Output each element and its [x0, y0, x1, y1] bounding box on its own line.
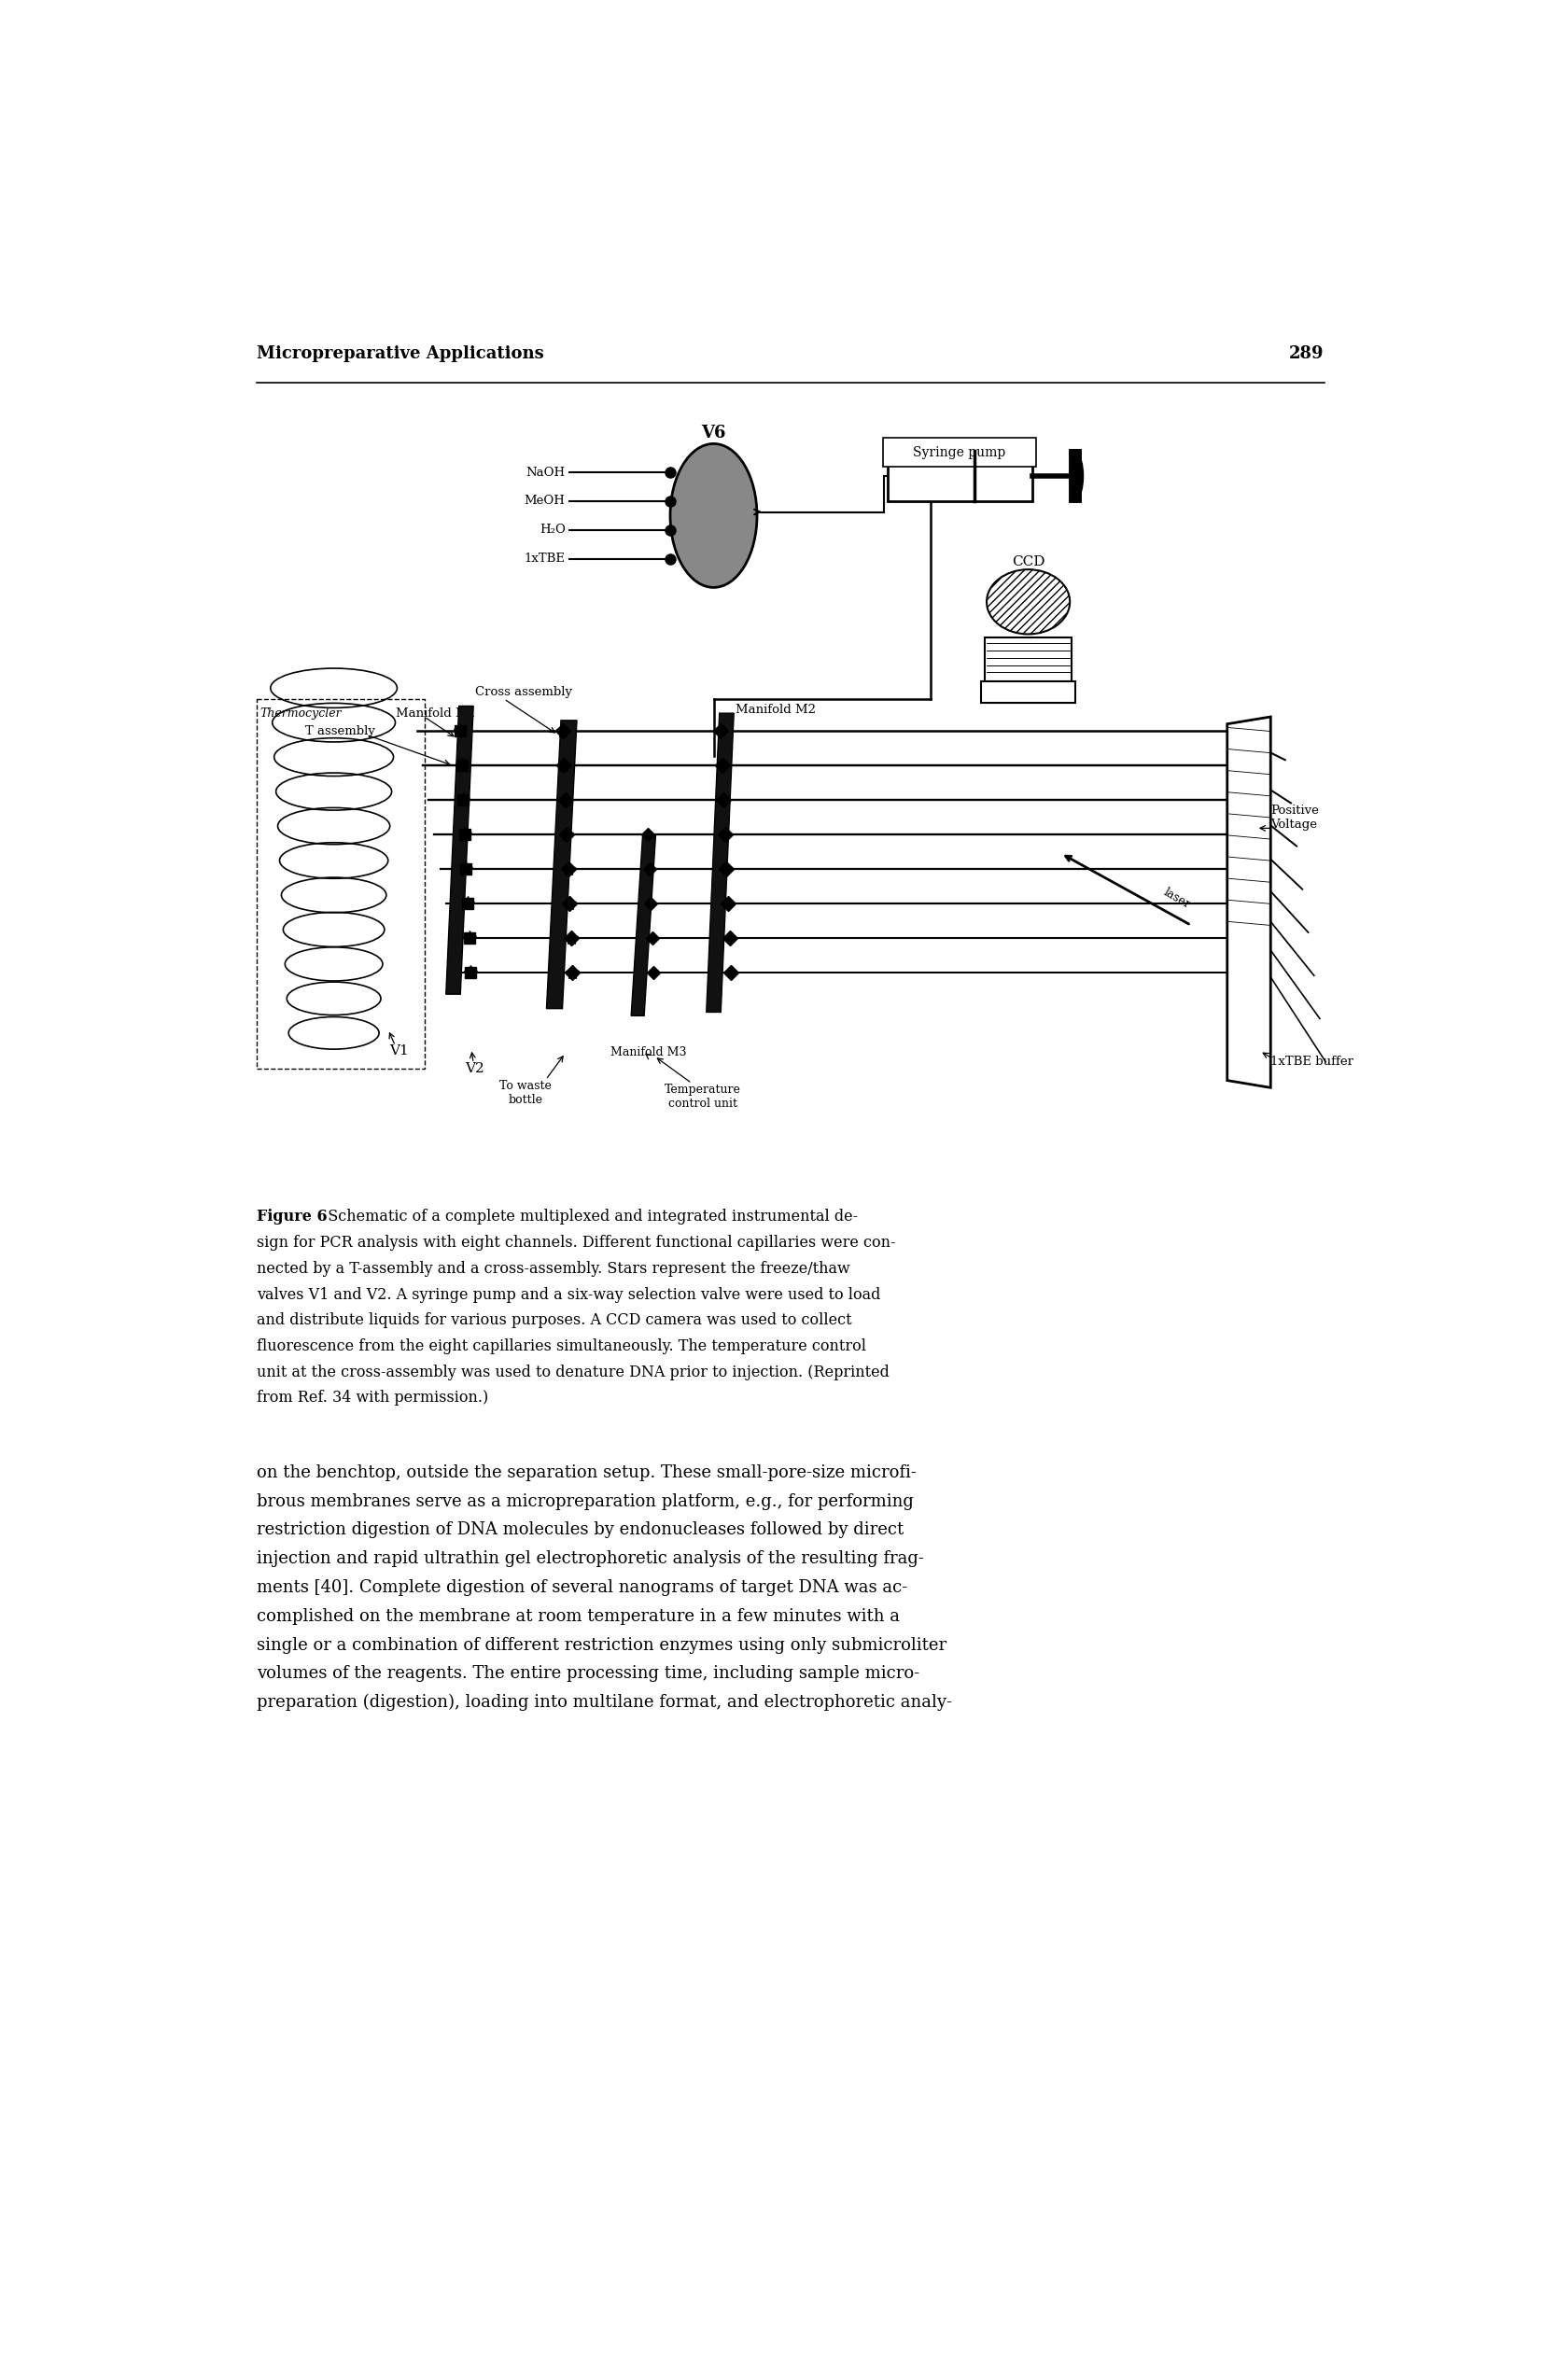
Text: complished on the membrane at room temperature in a few minutes with a: complished on the membrane at room tempe…: [256, 1609, 899, 1626]
Text: Manifold M3: Manifold M3: [611, 1047, 686, 1059]
Text: Temperature
control unit: Temperature control unit: [665, 1083, 742, 1109]
Text: To waste
bottle: To waste bottle: [500, 1081, 552, 1107]
Bar: [981, 681, 1075, 702]
Bar: [985, 638, 1072, 681]
Text: Syringe pump: Syringe pump: [913, 445, 1005, 459]
Text: unit at the cross-assembly was used to denature DNA prior to injection. (Reprint: unit at the cross-assembly was used to d…: [256, 1364, 890, 1380]
Ellipse shape: [1070, 455, 1082, 497]
Text: Figure 6: Figure 6: [256, 1209, 327, 1226]
Text: valves V1 and V2. A syringe pump and a six-way selection valve were used to load: valves V1 and V2. A syringe pump and a s…: [256, 1288, 880, 1302]
Polygon shape: [546, 721, 577, 1009]
Text: MeOH: MeOH: [524, 495, 566, 507]
Text: injection and rapid ultrathin gel electrophoretic analysis of the resulting frag: injection and rapid ultrathin gel electr…: [256, 1549, 924, 1568]
Text: on the benchtop, outside the separation setup. These small-pore-size microfi-: on the benchtop, outside the separation …: [256, 1464, 916, 1480]
Text: V6: V6: [702, 424, 726, 440]
Text: V2: V2: [466, 1061, 484, 1076]
Polygon shape: [446, 707, 473, 995]
Text: 1xTBE buffer: 1xTBE buffer: [1271, 1057, 1354, 1069]
Text: V1: V1: [389, 1045, 409, 1057]
FancyBboxPatch shape: [884, 438, 1036, 466]
Ellipse shape: [671, 443, 757, 588]
Text: Manifold M2: Manifold M2: [736, 704, 816, 716]
Text: ments [40]. Complete digestion of several nanograms of target DNA was ac-: ments [40]. Complete digestion of severa…: [256, 1580, 907, 1597]
Text: 1xTBE: 1xTBE: [524, 552, 566, 564]
Text: Micropreparative Applications: Micropreparative Applications: [256, 345, 544, 362]
Polygon shape: [631, 835, 655, 1016]
Text: fluorescence from the eight capillaries simultaneously. The temperature control: fluorescence from the eight capillaries …: [256, 1338, 867, 1354]
Ellipse shape: [987, 569, 1070, 633]
Text: preparation (digestion), loading into multilane format, and electrophoretic anal: preparation (digestion), loading into mu…: [256, 1695, 951, 1711]
Text: laser: laser: [1161, 885, 1192, 912]
Text: volumes of the reagents. The entire processing time, including sample micro-: volumes of the reagents. The entire proc…: [256, 1666, 919, 1683]
Text: from Ref. 34 with permission.): from Ref. 34 with permission.): [256, 1390, 489, 1407]
Polygon shape: [1227, 716, 1271, 1088]
Text: sign for PCR analysis with eight channels. Different functional capillaries were: sign for PCR analysis with eight channel…: [256, 1235, 896, 1252]
Text: Manifold M1: Manifold M1: [395, 707, 475, 719]
Text: CCD: CCD: [1012, 557, 1045, 569]
Text: Thermocycler: Thermocycler: [261, 707, 342, 719]
Text: and distribute liquids for various purposes. A CCD camera was used to collect: and distribute liquids for various purpo…: [256, 1314, 851, 1328]
Text: NaOH: NaOH: [526, 466, 566, 478]
Text: Cross assembly: Cross assembly: [475, 685, 572, 697]
Text: T assembly: T assembly: [305, 726, 375, 738]
Text: nected by a T-assembly and a cross-assembly. Stars represent the freeze/thaw: nected by a T-assembly and a cross-assem…: [256, 1261, 850, 1276]
Text: Schematic of a complete multiplexed and integrated instrumental de-: Schematic of a complete multiplexed and …: [318, 1209, 857, 1226]
Text: Positive
Voltage: Positive Voltage: [1271, 804, 1318, 831]
Text: brous membranes serve as a micropreparation platform, e.g., for performing: brous membranes serve as a micropreparat…: [256, 1492, 913, 1509]
Bar: [256, 700, 424, 1069]
Text: single or a combination of different restriction enzymes using only submicrolite: single or a combination of different res…: [256, 1637, 947, 1654]
Text: 289: 289: [1289, 345, 1325, 362]
Polygon shape: [706, 714, 734, 1012]
Bar: [887, 450, 1032, 502]
Text: H₂O: H₂O: [540, 524, 566, 536]
Text: restriction digestion of DNA molecules by endonucleases followed by direct: restriction digestion of DNA molecules b…: [256, 1521, 904, 1537]
